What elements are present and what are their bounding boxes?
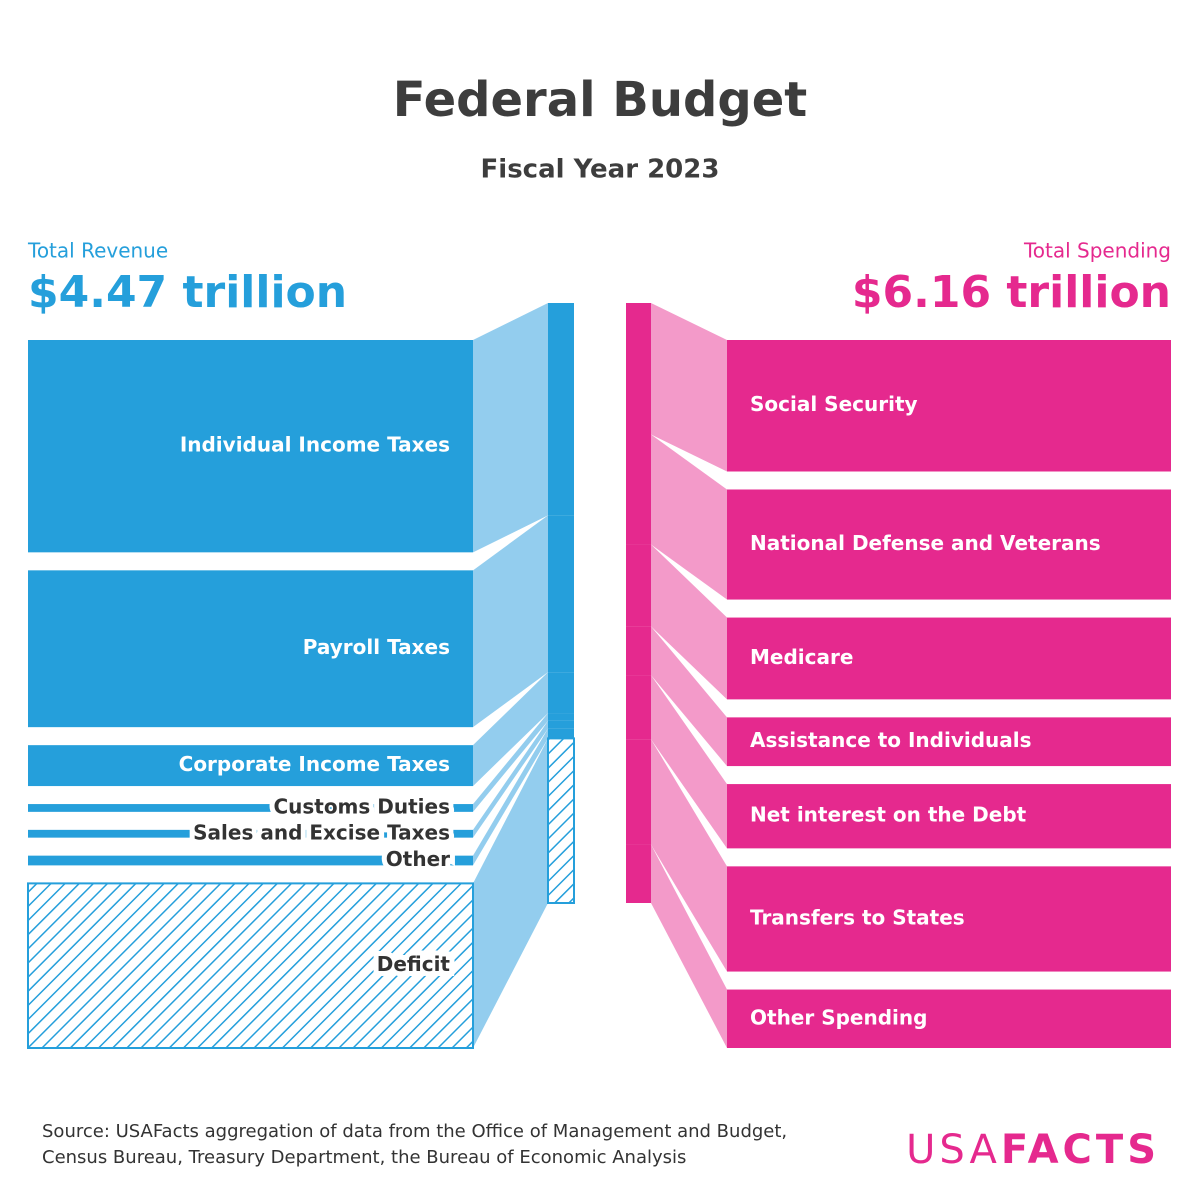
center-segment [548,515,574,673]
center-segment [548,728,574,739]
flow [651,434,727,600]
center-segment [548,303,574,516]
spending-total: $6.16 trillion [852,267,1171,318]
bar-label: Other [386,847,450,871]
center-segment [626,544,651,627]
bar-label: National Defense and Veterans [750,531,1101,555]
source-line: Census Bureau, Treasury Department, the … [42,1147,686,1168]
flow [473,515,548,728]
flow [473,738,548,1048]
flow [473,728,548,866]
bar [727,489,1171,600]
bar-label: Customs Duties [273,794,450,818]
bar [28,570,473,728]
bar-label: Assistance to Individuals [750,728,1032,752]
bar [27,882,474,1049]
bar [28,829,473,838]
bar [28,745,473,787]
center-segment [626,844,651,903]
spending-label: Total Spending [1023,239,1171,263]
center-segment [548,720,574,729]
revenue-total: $4.47 trillion [28,267,347,318]
center-segment [626,626,651,676]
bar-label: Deficit [377,952,451,976]
bar [727,717,1171,767]
flow [651,626,727,767]
bar-label: Other Spending [750,1005,927,1029]
bar-label: Transfers to States [750,905,965,929]
bar [727,989,1171,1048]
bar-label: Payroll Taxes [303,635,450,659]
flow [651,739,727,972]
bar [28,855,473,866]
source-line: Source: USAFacts aggregation of data fro… [42,1121,787,1142]
bar [727,784,1171,849]
bar-label: Corporate Income Taxes [179,752,450,776]
flow [651,303,727,472]
center-segment [547,737,575,904]
bar-label: Medicare [750,645,853,669]
brand-part: USA [906,1127,1001,1173]
bar [727,866,1171,972]
flow [651,844,727,1048]
flow [473,713,548,812]
bar-label: Net interest on the Debt [750,803,1027,827]
bar [28,340,473,553]
flow [651,544,727,700]
center-segment [626,303,651,435]
bar-label: Individual Income Taxes [180,433,450,457]
revenue-label: Total Revenue [27,239,168,263]
bar-label: Sales and Excise Taxes [193,820,450,844]
center-segment [626,739,651,845]
center-segment [626,675,651,740]
bar [727,340,1171,472]
center-segment [548,713,574,721]
bar-label: Social Security [750,392,918,416]
flow [473,672,548,787]
flow [473,303,548,553]
bar [727,617,1171,700]
chart-title: Federal Budget [393,72,808,128]
bar [28,804,473,812]
center-segment [626,434,651,545]
brand-logo: USAFACTS [906,1127,1160,1173]
flow [651,675,727,849]
brand-part: FACTS [1001,1127,1160,1173]
flow [473,720,548,838]
chart-subtitle: Fiscal Year 2023 [481,155,720,185]
center-segment [548,672,574,714]
